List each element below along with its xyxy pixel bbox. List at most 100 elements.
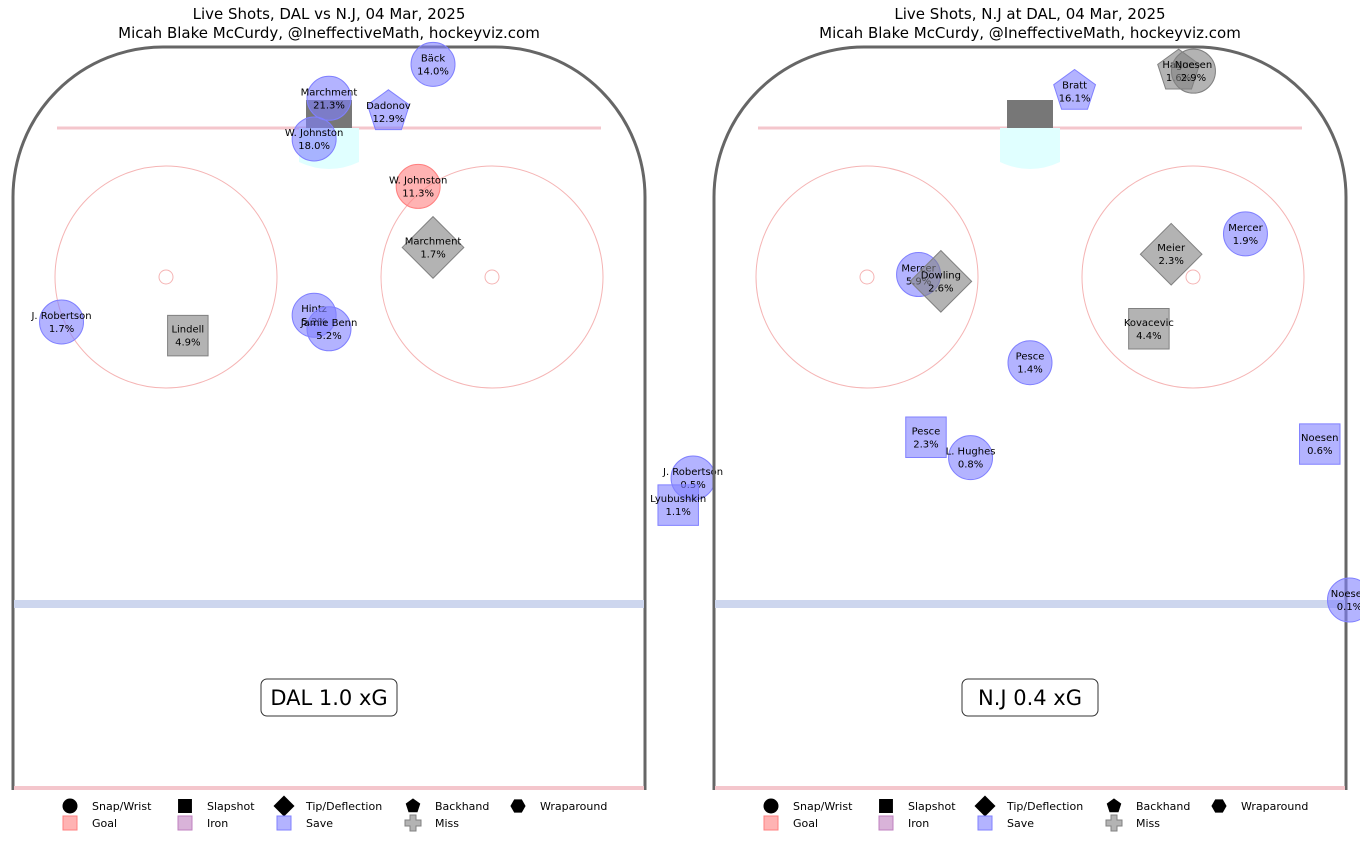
chart-title: Live Shots, N.J at DAL, 04 Mar, 2025: [894, 5, 1165, 23]
shot-marker: J. Robertson 1.7%: [30, 299, 92, 345]
shot-marker: Pesce 2.3%: [905, 416, 947, 459]
shot-xg-label: 2.9%: [1181, 73, 1206, 84]
shot-tip-miss: [401, 215, 465, 279]
rink-boards: [11, 45, 647, 790]
legend-snap-label: Snap/Wrist: [793, 800, 853, 813]
shot-snap-save: [410, 41, 456, 87]
shot-player-label: Pesce: [1016, 352, 1045, 363]
legend-goal-icon: [62, 815, 78, 831]
shot-player-label: Meier: [1157, 243, 1186, 254]
blue-line: [14, 600, 644, 608]
shot-xg-label: 1.9%: [1233, 236, 1258, 247]
shot-marker: W. Johnston 18.0%: [285, 116, 343, 162]
shot-snap-save: [1007, 340, 1053, 386]
chart-subtitle: Micah Blake McCurdy, @IneffectiveMath, h…: [118, 24, 540, 42]
shot-slapshot-save: [1299, 423, 1341, 465]
right-faceoff-dot: [484, 269, 500, 285]
shot-marker: Noesen 2.9%: [1170, 48, 1216, 94]
chart-subtitle: Micah Blake McCurdy, @IneffectiveMath, h…: [819, 24, 1241, 42]
shot-slapshot-save: [905, 416, 947, 459]
shot-xg-label: 18.0%: [298, 141, 330, 152]
shot-player-label: Dowling: [921, 270, 961, 281]
legend-save-icon: [276, 815, 292, 831]
legend-goal-label: Goal: [793, 817, 818, 830]
legend-wraparound-label: Wraparound: [540, 800, 607, 813]
blue-line: [715, 600, 1345, 608]
xg-total-box: [260, 678, 398, 717]
shot-tip-miss: [909, 249, 973, 313]
legend-wraparound-label: Wraparound: [1241, 800, 1308, 813]
shot-player-label: Jamie Benn: [300, 318, 358, 329]
shot-xg-label: 5.2%: [316, 331, 341, 342]
legend-miss-label: Miss: [435, 817, 459, 830]
shot-xg-label: 0.1%: [1337, 602, 1360, 613]
shot-marker: Meier 2.3%: [1139, 222, 1203, 286]
legend-snap-label: Snap/Wrist: [92, 800, 152, 813]
shot-player-label: Noesen: [1331, 589, 1360, 600]
goal-crease: [1000, 128, 1060, 169]
shot-snap-save: [948, 435, 994, 481]
legend-iron-icon: [177, 815, 193, 831]
shot-tip-miss: [1139, 222, 1203, 286]
shot-player-label: J. Robertson: [662, 467, 723, 478]
shot-marker: Bäck 14.0%: [410, 41, 456, 87]
shot-player-label: L. Hughes: [946, 447, 996, 458]
legend-save-icon: [977, 815, 993, 831]
shot-slapshot-miss: [167, 314, 209, 357]
legend-miss-icon: [404, 814, 422, 832]
shot-marker: Dadonov 12.9%: [366, 89, 411, 131]
legend-iron-label: Iron: [207, 817, 228, 830]
shot-snap-save: [306, 75, 352, 121]
shot-snap-save: [291, 116, 337, 162]
shot-marker: L. Hughes 0.8%: [946, 435, 996, 481]
shot-snap-save: [1222, 211, 1268, 257]
shot-xg-label: 1.7%: [49, 324, 74, 335]
shot-marker: Jamie Benn 5.2%: [300, 306, 358, 352]
shot-player-label: Kovacevic: [1124, 318, 1174, 329]
shot-player-label: Hintz: [301, 304, 327, 315]
shot-player-label: Marchment: [301, 87, 358, 98]
rink-boards: [712, 45, 1348, 790]
shot-xg-label: 0.8%: [958, 460, 983, 471]
legend-miss-icon: [1105, 814, 1123, 832]
shot-player-label: W. Johnston: [389, 175, 447, 186]
legend-backhand-label: Backhand: [435, 800, 489, 813]
legend: Snap/Wrist Slapshot Tip/Deflection Backhand…: [763, 795, 1308, 832]
dal-shot-map-panel: Live Shots, DAL vs N.J, 04 Mar, 2025Mica…: [11, 5, 723, 832]
shot-xg-label: 11.3%: [402, 188, 434, 199]
legend-miss-label: Miss: [1136, 817, 1160, 830]
shot-marker: Pesce 1.4%: [1007, 340, 1053, 386]
right-faceoff-circle: [380, 165, 604, 389]
shot-player-label: Bratt: [1062, 81, 1087, 92]
shot-xg-label: 2.3%: [913, 439, 938, 450]
shot-slapshot-miss: [1128, 308, 1170, 350]
shot-snap-goal: [395, 163, 441, 209]
legend-wraparound-icon: [1211, 799, 1227, 813]
shot-xg-label: 2.6%: [928, 283, 953, 294]
legend-backhand-label: Backhand: [1136, 800, 1190, 813]
shot-marker: Noesen 0.1%: [1326, 577, 1360, 623]
legend-slapshot-label: Slapshot: [908, 800, 956, 813]
shot-player-label: Mercer: [901, 264, 936, 275]
goal-net: [1007, 100, 1053, 128]
shot-xg-label: 1.4%: [1017, 365, 1042, 376]
shot-player-label: Mercer: [1228, 223, 1263, 234]
nj-shot-map-panel: Live Shots, N.J at DAL, 04 Mar, 2025Mica…: [712, 5, 1360, 832]
shot-player-label: Marchment: [405, 236, 462, 247]
left-faceoff-circle: [755, 165, 979, 389]
shot-marker: Bratt 16.1%: [1053, 68, 1097, 110]
shot-xg-label: 1.1%: [666, 507, 691, 518]
legend-iron-label: Iron: [908, 817, 929, 830]
legend-tip-label: Tip/Deflection: [305, 800, 382, 813]
legend-save-label: Save: [1007, 817, 1034, 830]
shot-marker: Kovacevic 4.4%: [1124, 308, 1174, 350]
shot-player-label: Bäck: [421, 53, 445, 64]
legend-save-label: Save: [306, 817, 333, 830]
legend-tip-icon: [974, 795, 996, 817]
chart-title: Live Shots, DAL vs N.J, 04 Mar, 2025: [193, 5, 466, 23]
legend-tip-label: Tip/Deflection: [1006, 800, 1083, 813]
shot-snap-save: [39, 299, 85, 345]
shot-player-label: Pesce: [912, 426, 941, 437]
legend-tip-icon: [273, 795, 295, 817]
